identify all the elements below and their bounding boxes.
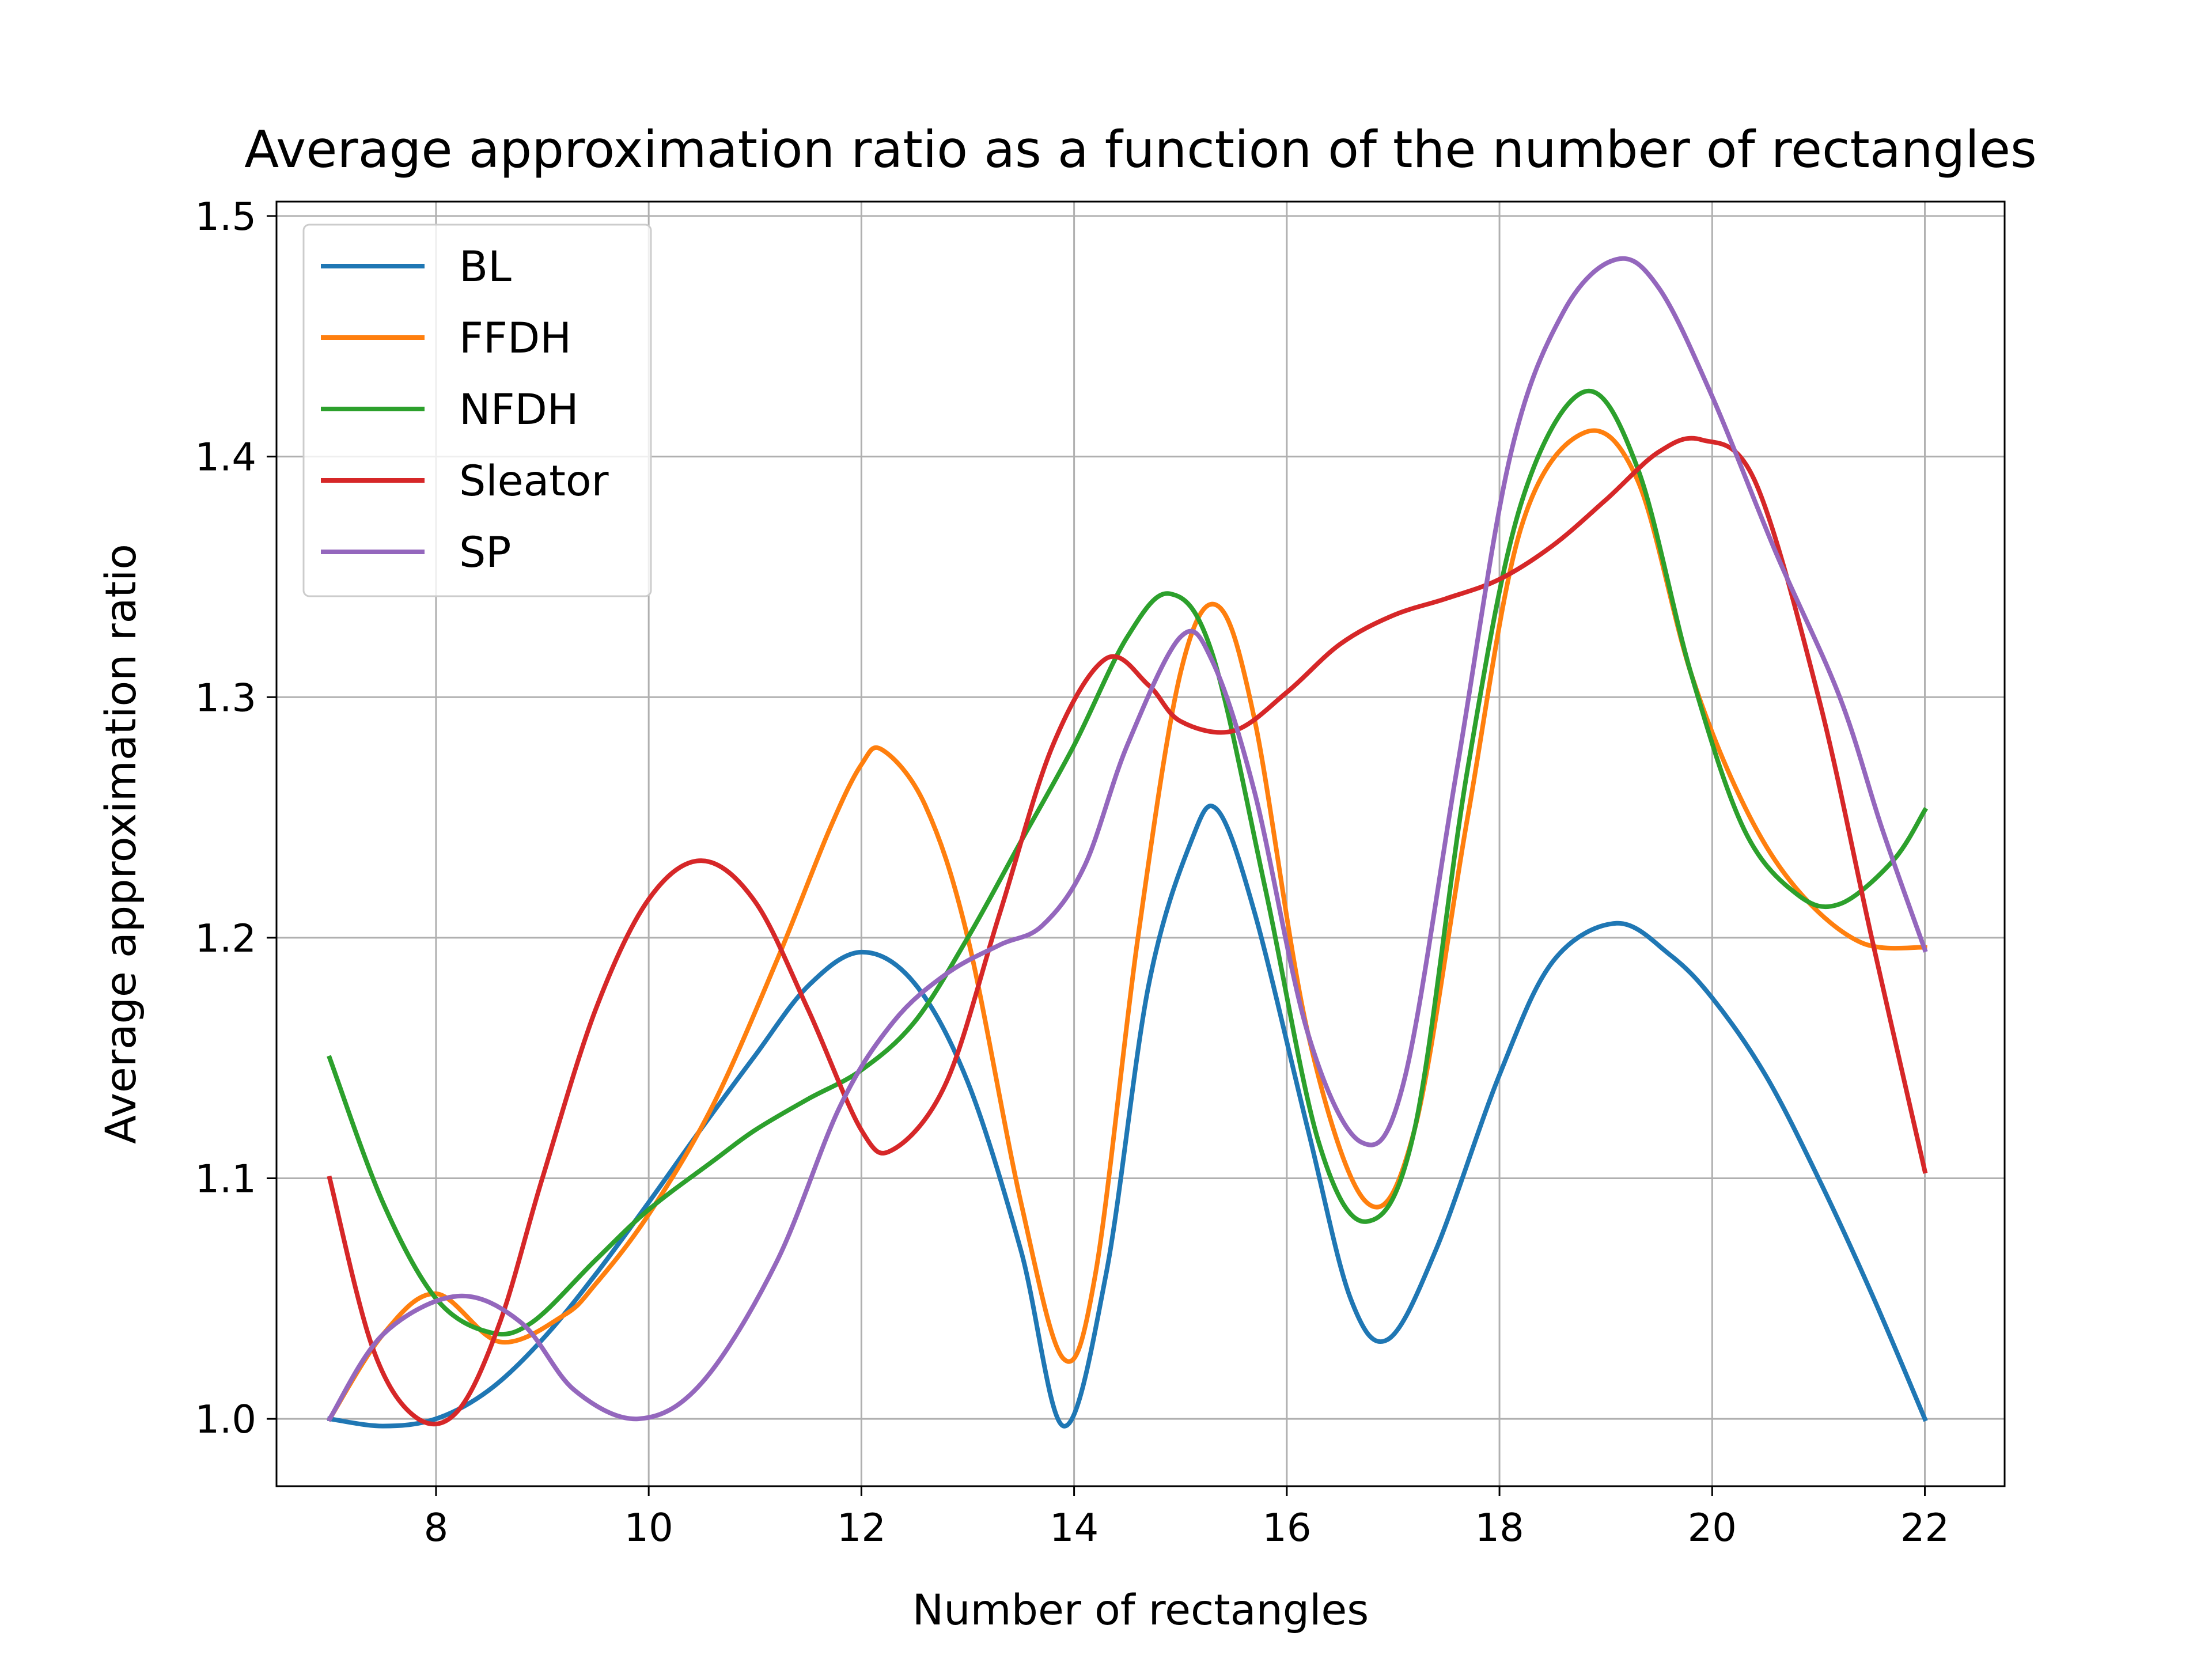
y-tick-label: 1.0 bbox=[195, 1397, 256, 1442]
legend-label-sp: SP bbox=[459, 528, 511, 577]
x-tick-label: 18 bbox=[1475, 1505, 1524, 1550]
series-line-bl bbox=[327, 804, 1928, 1429]
x-tick-label: 14 bbox=[1050, 1505, 1099, 1550]
y-axis-ticks: 1.0 1.1 1.2 1.3 1.4 1.5 bbox=[195, 194, 276, 1442]
series-line-sp bbox=[326, 256, 1928, 1422]
x-tick-label: 20 bbox=[1688, 1505, 1737, 1550]
x-tick-label: 12 bbox=[837, 1505, 886, 1550]
legend: BL FFDH NFDH Sleator SP bbox=[302, 224, 652, 597]
y-tick-label: 1.3 bbox=[195, 675, 256, 720]
x-tick-label: 10 bbox=[624, 1505, 673, 1550]
y-tick-label: 1.1 bbox=[195, 1156, 256, 1201]
y-axis-label: Average approximation ratio bbox=[97, 544, 146, 1144]
series-line-ffdh bbox=[326, 428, 1927, 1422]
plot-frame bbox=[275, 200, 2006, 1487]
grid bbox=[276, 202, 2005, 1486]
legend-label-ffdh: FFDH bbox=[459, 314, 571, 363]
series-line-nfdh bbox=[327, 388, 1929, 1337]
x-axis-label: Number of rectangles bbox=[912, 1586, 1369, 1635]
y-tick-label: 1.5 bbox=[195, 194, 256, 239]
legend-label-bl: BL bbox=[459, 243, 512, 291]
y-tick-label: 1.4 bbox=[195, 435, 256, 480]
chart-title: Average approximation ratio as a functio… bbox=[244, 120, 2037, 179]
legend-label-nfdh: NFDH bbox=[459, 385, 579, 434]
series-layer bbox=[326, 256, 1929, 1429]
legend-label-sleator: Sleator bbox=[459, 457, 609, 506]
x-axis-ticks: 8 10 12 14 16 18 20 22 bbox=[424, 1486, 1949, 1550]
x-tick-label: 16 bbox=[1262, 1505, 1311, 1550]
x-tick-label: 22 bbox=[1900, 1505, 1949, 1550]
x-tick-label: 8 bbox=[424, 1505, 449, 1550]
legend-box bbox=[302, 224, 652, 597]
series-line-sleator bbox=[327, 435, 1928, 1426]
y-tick-label: 1.2 bbox=[195, 916, 256, 961]
